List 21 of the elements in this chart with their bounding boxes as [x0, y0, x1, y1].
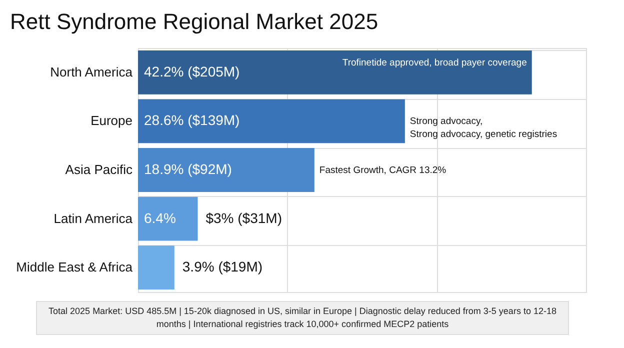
bar [138, 196, 198, 241]
bar [138, 148, 314, 192]
annotation: Strong advocacy, Strong advocacy, genetic registries [410, 116, 558, 140]
bar [138, 50, 532, 94]
y-tick-label: Europe [90, 113, 132, 128]
bar [138, 246, 174, 290]
data-label: 3.9% ($19M) [182, 258, 263, 275]
chart-title: Rett Syndrome Regional Market 2025 [10, 9, 378, 34]
y-tick-label: Middle East & Africa [16, 260, 134, 275]
text: Total 2025 Market: USD 485.5M | 15-20k diagnosed in US, similar in Europe | Diagnostic delay reduced from 3-5 years to 12-18 months | International registries track 10,000+ confirmed MECP2 patients [36, 301, 569, 335]
y-tick-label: North America [50, 64, 134, 80]
data-label: 42.2% ($205M) [144, 63, 240, 80]
y-tick-label: Latin America [54, 210, 134, 226]
annotation: $3% ($31M) [206, 210, 282, 226]
annotation: Fastest Growth, CAGR 13.2% [319, 165, 447, 176]
bar [138, 99, 405, 144]
y-tick-label: Asia Pacific [65, 162, 133, 177]
data-label: 6.4% [144, 210, 176, 226]
data-label: 18.9% ($92M) [144, 161, 232, 177]
data-label: 28.6% ($139M) [144, 112, 240, 128]
annotation: Trofinetide approved, broad payer coverage [342, 57, 527, 68]
